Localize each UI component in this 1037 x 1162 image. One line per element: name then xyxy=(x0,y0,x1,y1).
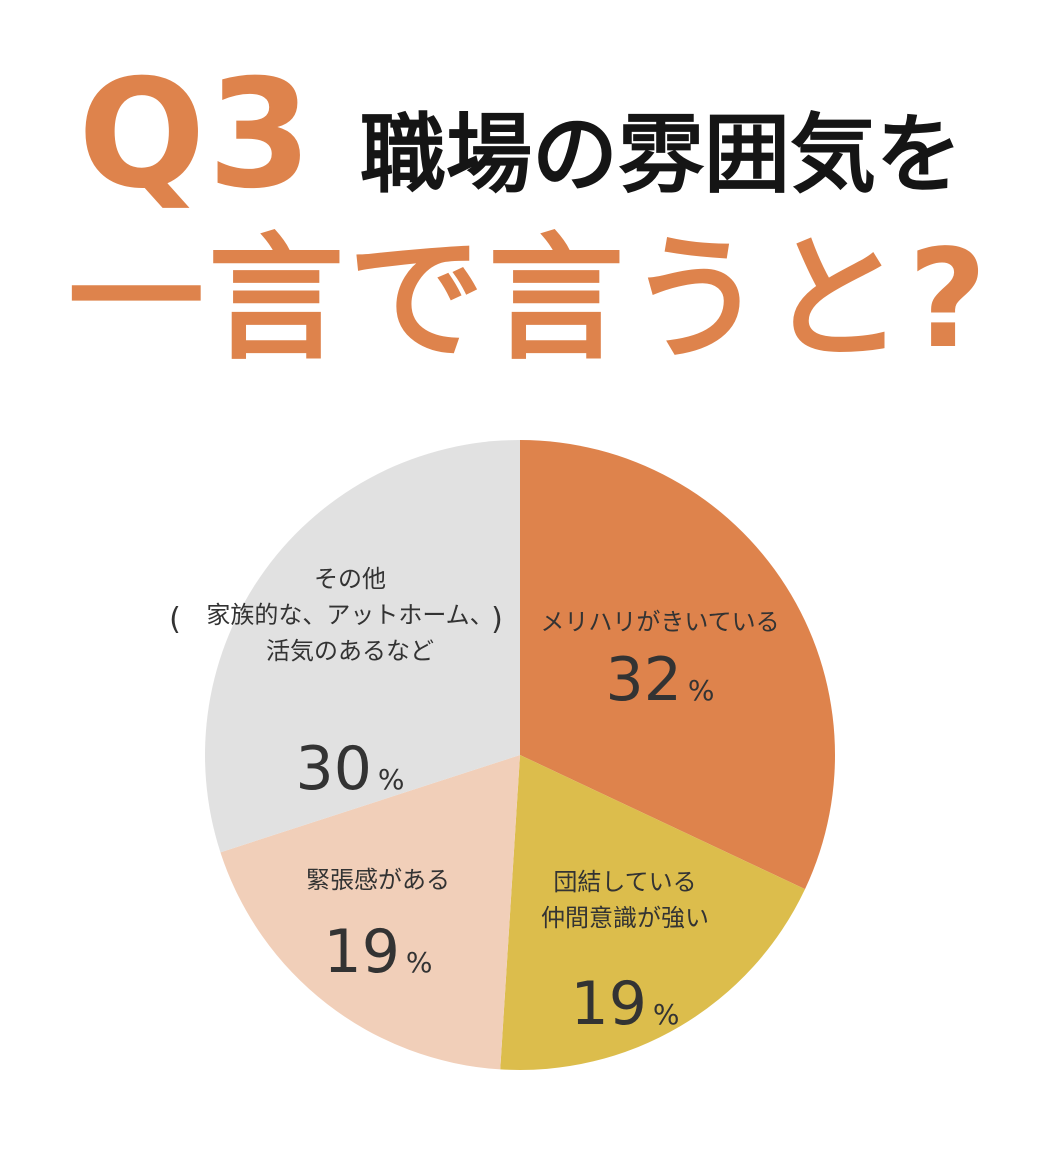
slice-2-value-label: 19% xyxy=(571,969,680,1039)
slice-4-open-paren: ( xyxy=(169,602,181,637)
slice-1-label-line-1: メリハリがきいている xyxy=(540,608,779,636)
slice-4-label-line-1: その他 xyxy=(314,565,386,593)
slice-4-label-line-2: 家族的な、アットホーム、 xyxy=(206,601,493,629)
slice-3-label-line-1: 緊張感がある xyxy=(306,866,450,894)
slice-4-close-paren: ) xyxy=(491,602,503,637)
slice-4-value-label: 30% xyxy=(296,734,405,804)
pie-slice-1 xyxy=(520,440,835,890)
pie-slice-4 xyxy=(205,440,521,853)
question-title-line2: 一言で言うと? xyxy=(68,221,991,379)
question-number: Q3 xyxy=(78,48,314,222)
slice-3-value-label: 19% xyxy=(324,917,433,987)
pie-slice-3 xyxy=(220,755,521,1070)
slice-1-value-label: 32% xyxy=(606,645,715,715)
pie-slices xyxy=(205,440,835,1071)
question-title-line1: 職場の雰囲気を xyxy=(360,105,962,205)
pie-slice-2 xyxy=(500,755,806,1071)
slice-2-label-line-2: 仲間意識が強い xyxy=(541,904,709,932)
slice-2-label-line-1: 団結している xyxy=(553,868,696,896)
slice-4-label-line-3: 活気のあるなど xyxy=(266,637,434,665)
